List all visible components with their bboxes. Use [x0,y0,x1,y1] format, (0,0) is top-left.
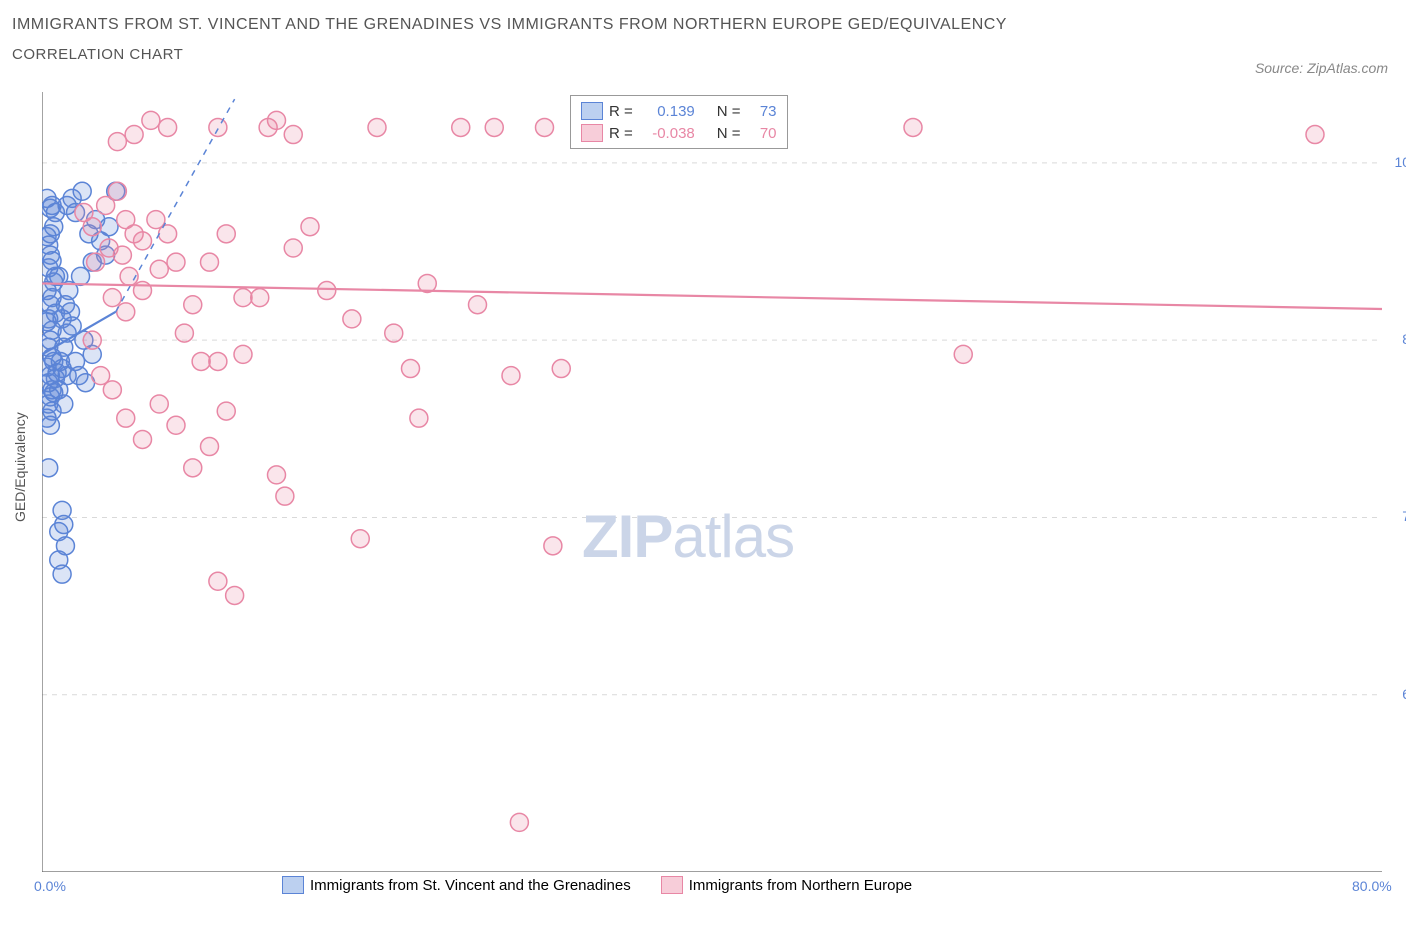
legend-swatch-pink [581,124,603,142]
stats-legend-row-0: R = 0.139 N = 73 [581,100,777,122]
y-tick-label: 100.0% [1387,154,1406,170]
stats-legend-row-1: R = -0.038 N = 70 [581,122,777,144]
legend-n-label-0: N = [717,103,741,120]
bottom-legend-item-0: Immigrants from St. Vincent and the Gren… [282,876,631,894]
y-axis-label: GED/Equivalency [12,412,28,522]
legend-n-value-0: 73 [747,103,777,120]
legend-r-value-1: -0.038 [639,125,695,142]
legend-r-label-0: R = [609,103,633,120]
y-tick-label: 62.5% [1387,686,1406,702]
legend-n-label-1: N = [717,125,741,142]
y-tick-label: 87.5% [1387,331,1406,347]
legend-n-value-1: 70 [747,125,777,142]
bottom-legend-label-1: Immigrants from Northern Europe [689,877,912,894]
x-tick-label: 0.0% [34,878,94,894]
legend-swatch-blue [581,102,603,120]
stats-legend-box: R = 0.139 N = 73 R = -0.038 N = 70 [570,95,788,149]
legend-r-value-0: 0.139 [639,103,695,120]
legend-r-label-1: R = [609,125,633,142]
y-tick-label: 75.0% [1387,508,1406,524]
bottom-legend-label-0: Immigrants from St. Vincent and the Gren… [310,877,631,894]
bottom-swatch-blue [282,876,304,894]
x-tick-label: 80.0% [1352,878,1406,894]
chart-container: GED/Equivalency ZIPatlas R = 0.139 N = 7… [42,92,1382,872]
chart-subtitle: CORRELATION CHART [12,46,1406,63]
bottom-legend-item-1: Immigrants from Northern Europe [661,876,912,894]
bottom-legend: Immigrants from St. Vincent and the Gren… [282,876,912,894]
bottom-swatch-pink [661,876,683,894]
scatter-plot [42,92,1382,872]
chart-title: IMMIGRANTS FROM ST. VINCENT AND THE GREN… [12,12,1406,38]
source-text: Source: ZipAtlas.com [1255,60,1388,76]
